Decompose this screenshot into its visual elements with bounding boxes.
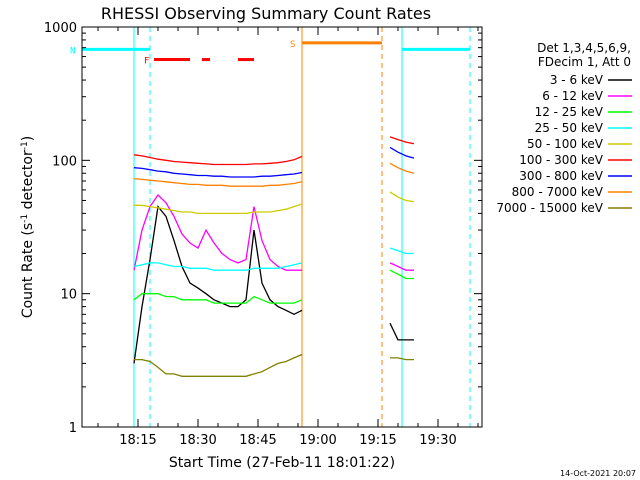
x-tick-label: 18:45 bbox=[239, 433, 276, 448]
series-line bbox=[133, 146, 415, 178]
legend-label: 6 - 12 keV bbox=[542, 89, 604, 103]
axes: 18:15 18:30 18:45 19:00 19:15 19:30 1 10 100 1000 bbox=[44, 21, 482, 448]
series-line bbox=[133, 269, 414, 304]
series-line bbox=[133, 136, 415, 166]
x-tick-label: 19:15 bbox=[359, 433, 396, 448]
y-axis-label-part: ) bbox=[20, 136, 36, 141]
y-tick-label: 1000 bbox=[44, 21, 77, 36]
legend-label: 800 - 7000 keV bbox=[512, 185, 604, 199]
flag-label: F bbox=[144, 57, 149, 67]
plot-frame bbox=[81, 26, 483, 428]
x-axis-label: Start Time (27-Feb-11 18:01:22) bbox=[169, 455, 395, 471]
series-line bbox=[133, 162, 415, 187]
y-tick-label: 100 bbox=[52, 154, 77, 169]
legend-label: 25 - 50 keV bbox=[535, 121, 604, 135]
chart-title: RHESSI Observing Summary Count Rates bbox=[101, 4, 431, 23]
series-line bbox=[134, 191, 415, 215]
series-line bbox=[133, 193, 414, 271]
plot-area: N F S bbox=[70, 27, 471, 427]
y-axis-label-superscript: -1 bbox=[20, 141, 30, 150]
y-tick-label: 10 bbox=[60, 288, 77, 303]
x-tick-label: 19:00 bbox=[299, 433, 336, 448]
flag-label: N bbox=[70, 46, 75, 56]
y-axis-label: Count Rate (s-1 detector-1) bbox=[20, 136, 36, 318]
footer-timestamp: 14-Oct-2021 20:07 bbox=[560, 469, 636, 478]
x-tick-label: 18:30 bbox=[179, 433, 216, 448]
y-axis-label-part: Count Rate (s bbox=[20, 223, 36, 318]
y-axis-label-part: detector bbox=[20, 150, 36, 214]
x-tick-label: 19:30 bbox=[419, 433, 456, 448]
legend-title-line: Det 1,3,4,5,6,9, bbox=[537, 41, 631, 55]
legend-label: 300 - 800 keV bbox=[519, 169, 603, 183]
legend-label: 100 - 300 keV bbox=[519, 153, 603, 167]
x-tick-label: 18:15 bbox=[119, 433, 156, 448]
series-line bbox=[134, 353, 414, 377]
legend-label: 7000 - 15000 keV bbox=[496, 201, 603, 215]
legend: Det 1,3,4,5,6,9, FDecim 1, Att 0 3 - 6 k… bbox=[496, 41, 632, 215]
y-axis-label-superscript: -1 bbox=[20, 214, 30, 223]
legend-label: 3 - 6 keV bbox=[550, 73, 604, 87]
flag-label: S bbox=[290, 40, 295, 50]
y-tick-label: 1 bbox=[69, 421, 77, 436]
legend-title-line: FDecim 1, Att 0 bbox=[538, 55, 631, 69]
legend-label: 12 - 25 keV bbox=[535, 105, 604, 119]
series-line bbox=[133, 247, 414, 271]
legend-label: 50 - 100 keV bbox=[527, 137, 604, 151]
